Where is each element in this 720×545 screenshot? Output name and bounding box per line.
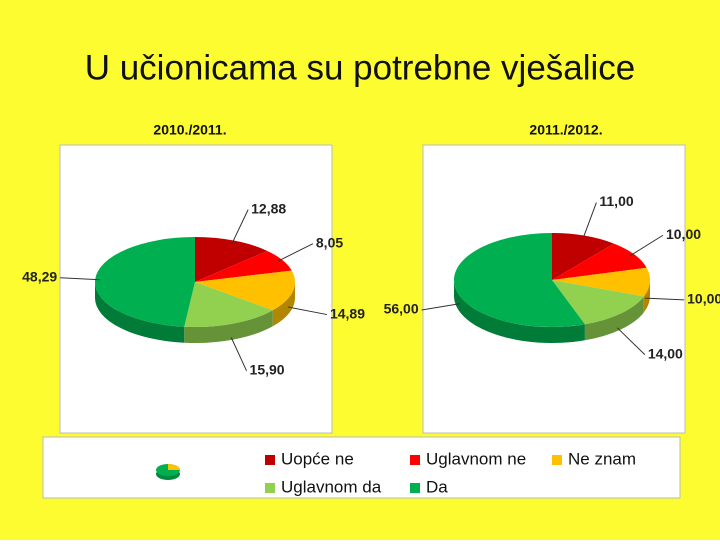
pies: 12,88 8,05 14,89 15,90 48,29 11,00 10,00 10,00 1… [22, 193, 720, 377]
legend-label: Uglavnom ne [426, 449, 526, 468]
slice-side [272, 282, 295, 327]
value-label: 15,90 [250, 361, 285, 377]
legend-label: Uopće ne [281, 449, 354, 468]
slice-side [184, 310, 273, 344]
leader-line [231, 209, 249, 243]
pie-slice [184, 282, 273, 327]
pie-slice [552, 243, 647, 280]
legend: Uopće ne Uglavnom ne Ne znam Uglavnom da Da [265, 449, 636, 496]
value-label: 48,29 [22, 268, 57, 284]
pie-slice [552, 267, 650, 297]
leader-line [644, 297, 685, 301]
value-label: 14,00 [648, 345, 683, 361]
leader-line [421, 303, 461, 311]
slice-side [584, 296, 644, 341]
slice-side [95, 282, 185, 343]
pie-slice [195, 270, 295, 311]
value-label: 10,00 [666, 226, 701, 242]
pie-slice [552, 233, 614, 280]
value-label: 56,00 [384, 301, 419, 317]
leader-line [287, 306, 328, 316]
legend-swatch [265, 455, 275, 465]
value-label: 10,00 [687, 291, 720, 307]
value-label: 11,00 [599, 193, 633, 209]
leader-line [230, 337, 247, 371]
legend-swatch [265, 483, 275, 493]
leader-line [616, 327, 646, 355]
legend-swatch [410, 455, 420, 465]
legend-label: Uglavnom da [281, 477, 382, 496]
pie-slice [552, 280, 644, 325]
legend-swatch [410, 483, 420, 493]
leader-line [629, 234, 664, 257]
leader-line [60, 277, 101, 281]
pie-slice [195, 250, 292, 282]
pie-title: 2011./2012. [529, 122, 602, 138]
pie-slice [195, 237, 268, 282]
slide-title: U učionicama su potrebne vješalice [85, 48, 636, 87]
slice-side [643, 280, 650, 313]
value-label: 14,89 [330, 305, 365, 321]
legend-swatch [552, 455, 562, 465]
leader-line [277, 243, 314, 262]
pie-slice [453, 233, 585, 327]
legend-label: Da [426, 477, 448, 496]
pie-slice [95, 237, 195, 327]
legend-label: Ne znam [568, 449, 636, 468]
legend-icon [156, 464, 180, 480]
value-label: 8,05 [316, 234, 343, 250]
legend-box [42, 436, 681, 499]
slice-side [454, 280, 585, 343]
value-label: 12,88 [251, 200, 286, 216]
pie-title: 2010./2011. [153, 122, 226, 138]
leader-line [582, 202, 597, 239]
